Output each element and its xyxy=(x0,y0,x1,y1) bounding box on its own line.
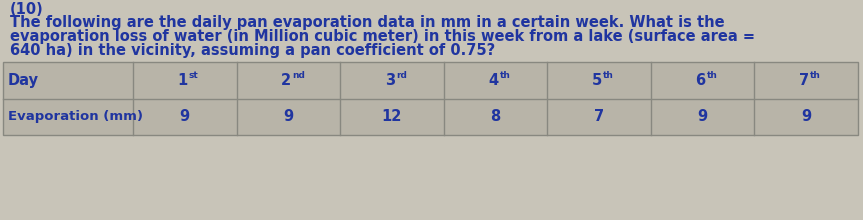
Text: Day: Day xyxy=(8,73,39,88)
Text: 7: 7 xyxy=(799,73,809,88)
Text: 5: 5 xyxy=(592,73,602,88)
Text: th: th xyxy=(603,71,614,80)
Text: (10): (10) xyxy=(10,2,44,17)
Text: st: st xyxy=(189,71,198,80)
Text: th: th xyxy=(500,71,510,80)
Bar xyxy=(3,62,858,135)
Text: 9: 9 xyxy=(283,109,293,124)
Text: th: th xyxy=(707,71,717,80)
Text: 9: 9 xyxy=(180,109,190,124)
Text: Evaporation (mm): Evaporation (mm) xyxy=(8,110,143,123)
Text: rd: rd xyxy=(396,71,406,80)
Text: th: th xyxy=(810,71,821,80)
Text: 9: 9 xyxy=(697,109,708,124)
Text: 640 ha) in the vicinity, assuming a pan coefficient of 0.75?: 640 ha) in the vicinity, assuming a pan … xyxy=(10,43,495,58)
Text: 4: 4 xyxy=(488,73,499,88)
Text: 6: 6 xyxy=(696,73,706,88)
Text: 2: 2 xyxy=(281,73,292,88)
Text: 1: 1 xyxy=(178,73,188,88)
Text: 7: 7 xyxy=(594,109,604,124)
Text: nd: nd xyxy=(293,71,306,80)
Text: 9: 9 xyxy=(801,109,811,124)
Text: 12: 12 xyxy=(381,109,402,124)
Text: The following are the daily pan evaporation data in mm in a certain week. What i: The following are the daily pan evaporat… xyxy=(10,15,725,30)
Text: 3: 3 xyxy=(385,73,395,88)
Text: 8: 8 xyxy=(490,109,501,124)
Text: evaporation loss of water (in Million cubic meter) in this week from a lake (sur: evaporation loss of water (in Million cu… xyxy=(10,29,755,44)
